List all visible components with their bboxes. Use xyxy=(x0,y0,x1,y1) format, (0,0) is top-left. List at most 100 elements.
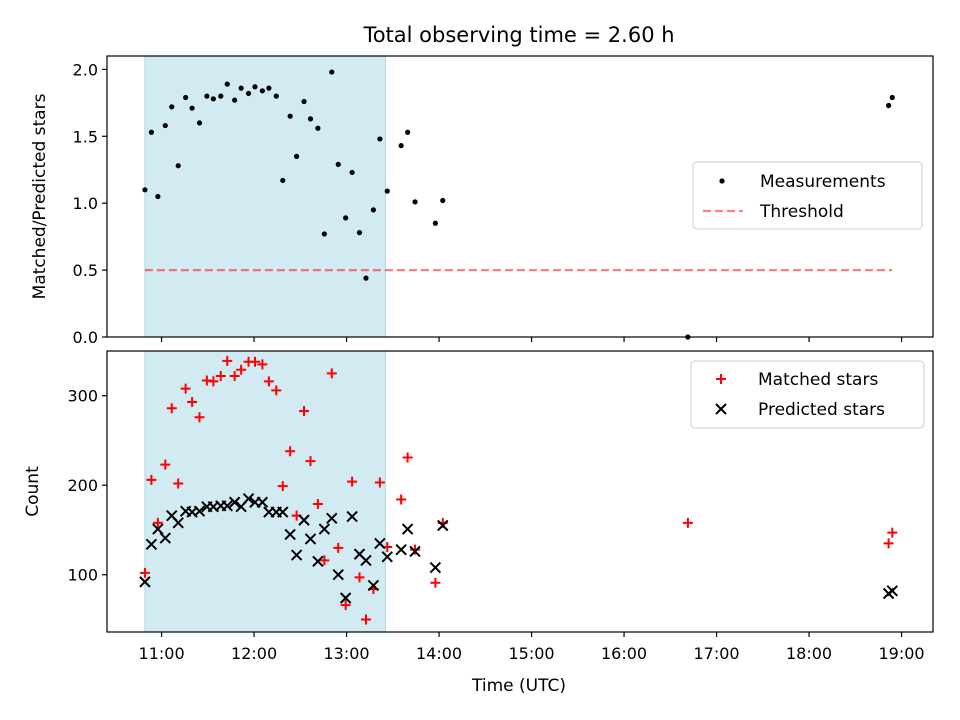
measurement-point xyxy=(210,96,216,102)
matched-star-point xyxy=(208,376,219,387)
axes-frame xyxy=(106,55,934,338)
matched-star-point xyxy=(257,359,268,370)
measurement-point xyxy=(412,199,418,205)
matched-star-point xyxy=(229,371,240,382)
axes-frame xyxy=(106,350,934,633)
predicted-star-point xyxy=(172,517,184,529)
predicted-star-point xyxy=(401,523,414,535)
matched-star-point xyxy=(354,572,365,583)
predicted-star-point xyxy=(395,543,407,556)
measurement-point xyxy=(301,98,307,105)
measurement-point xyxy=(356,230,363,236)
predicted-star-point xyxy=(145,538,158,551)
measurement-point xyxy=(405,129,411,135)
measurement-point xyxy=(363,275,369,281)
predicted-star-point xyxy=(159,532,171,544)
measurement-point xyxy=(259,88,265,94)
matched-star-point xyxy=(347,476,358,487)
predicted-star-point xyxy=(332,569,344,581)
y-tick-label: 0.0 xyxy=(73,328,98,347)
x-tick-label: 13:00 xyxy=(324,644,370,663)
x-tick-label: 14:00 xyxy=(416,644,462,663)
predicted-star-point xyxy=(429,561,442,574)
y-tick-label: 1.5 xyxy=(73,127,98,146)
matched-star-point xyxy=(682,517,693,528)
measurement-point xyxy=(142,187,148,193)
measurement-point xyxy=(889,94,895,101)
legend-measurements-marker xyxy=(719,178,725,184)
matched-star-point xyxy=(402,452,413,463)
matched-star-point xyxy=(222,355,233,366)
predicted-star-point xyxy=(318,523,331,535)
y-tick-label: 100 xyxy=(67,566,98,585)
predicted-star-point xyxy=(381,551,393,563)
measurement-point xyxy=(204,93,210,99)
measurement-point xyxy=(238,85,244,91)
predicted-star-point xyxy=(284,528,296,541)
measurement-point xyxy=(343,215,349,221)
y-axis-label: Matched/Predicted stars xyxy=(30,93,50,299)
measurement-point xyxy=(189,105,195,111)
legend-matched-label: Matched stars xyxy=(758,370,878,390)
observing-window-span xyxy=(144,350,386,633)
predicted-star-point xyxy=(374,537,386,550)
measurement-point xyxy=(196,120,203,126)
matched-star-point xyxy=(410,544,421,555)
measurement-point xyxy=(155,193,161,200)
legend-matched-marker xyxy=(716,374,726,384)
predicted-star-point xyxy=(437,519,449,532)
measurement-point xyxy=(315,125,321,131)
matched-star-point xyxy=(271,385,282,396)
measurement-point xyxy=(335,161,341,167)
y-tick-label: 0.5 xyxy=(73,261,98,280)
measurement-point xyxy=(224,81,230,87)
measurement-point xyxy=(384,188,390,194)
measurement-point xyxy=(148,129,154,135)
predicted-star-point xyxy=(409,545,421,558)
x-tick-label: 18:00 xyxy=(786,644,832,663)
matched-star-point xyxy=(333,542,344,553)
matched-star-point xyxy=(166,403,177,414)
matched-star-point xyxy=(215,371,226,382)
measurement-point xyxy=(169,104,175,110)
matched-star-point xyxy=(374,477,385,488)
matched-star-point xyxy=(430,577,441,588)
matched-star-point xyxy=(319,555,330,566)
measurement-point xyxy=(280,177,286,184)
x-tick-label: 12:00 xyxy=(231,644,277,663)
x-tick-label: 11:00 xyxy=(139,644,185,663)
bottom-panel: 100 200 300 Count 11:00 12:00 13:00 14:00 15:00 1… xyxy=(23,350,934,663)
predicted-star-point xyxy=(298,514,310,526)
measurement-point xyxy=(294,153,300,159)
matched-star-point xyxy=(160,459,171,470)
predicted-star-point xyxy=(367,579,380,592)
matched-star-point xyxy=(152,517,163,528)
matched-star-point xyxy=(187,397,198,408)
measurement-point xyxy=(162,122,168,129)
legend-threshold-label: Threshold xyxy=(759,202,844,222)
legend-box xyxy=(690,360,925,429)
y-axis-label: Count xyxy=(23,466,43,517)
y-tick-label: 2.0 xyxy=(73,60,98,79)
measurement-point xyxy=(245,90,252,97)
measurement-point xyxy=(370,207,376,213)
matched-star-point xyxy=(326,368,337,379)
measurement-point xyxy=(321,231,327,237)
predicted-star-point xyxy=(228,496,241,508)
predicted-star-point xyxy=(312,555,324,568)
legend-measurements-label: Measurements xyxy=(760,172,886,192)
measurement-point xyxy=(377,136,383,142)
matched-star-point xyxy=(194,412,205,423)
measurement-point xyxy=(886,102,892,109)
matched-star-point xyxy=(887,527,898,538)
y-tick-label: 300 xyxy=(67,387,98,406)
x-tick-label: 17:00 xyxy=(694,644,740,663)
matched-star-point xyxy=(236,364,247,375)
predicted-star-point xyxy=(326,512,338,525)
matched-star-point xyxy=(299,405,310,416)
legend: Measurements Threshold xyxy=(692,161,923,230)
predicted-star-point xyxy=(360,554,372,567)
measurement-point xyxy=(218,93,224,99)
x-axis-label: Time (UTC) xyxy=(471,676,566,696)
